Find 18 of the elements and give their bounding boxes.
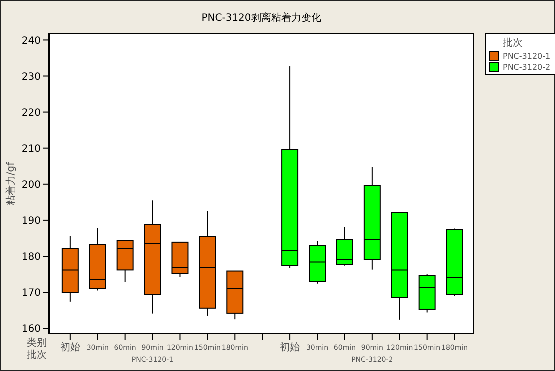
legend-title: 批次	[502, 36, 524, 50]
y-tick-label: 220	[22, 108, 41, 119]
legend-label: PNC-3120-1	[503, 52, 551, 60]
y-tick-label: 160	[22, 324, 41, 336]
legend-label: PNC-3120-2	[503, 62, 551, 72]
y-axis-title: 粘着力/gf	[4, 162, 18, 206]
x-tick-label: 初始	[280, 342, 300, 354]
y-tick-label: 210	[22, 144, 41, 155]
y-tick-label: 180	[22, 252, 41, 264]
y-tick-label: 240	[22, 36, 41, 47]
y-tick-label: 200	[22, 180, 41, 191]
text: 类别	[27, 336, 47, 350]
y-tick-label: 170	[22, 288, 41, 300]
chart-title: PNC-3120剥离粘着力变化	[200, 12, 322, 25]
text: 批次	[27, 348, 47, 362]
y-tick-label: 190	[22, 216, 41, 227]
y-tick-label: 230	[22, 72, 41, 83]
x-tick-label: 初始	[60, 342, 80, 354]
